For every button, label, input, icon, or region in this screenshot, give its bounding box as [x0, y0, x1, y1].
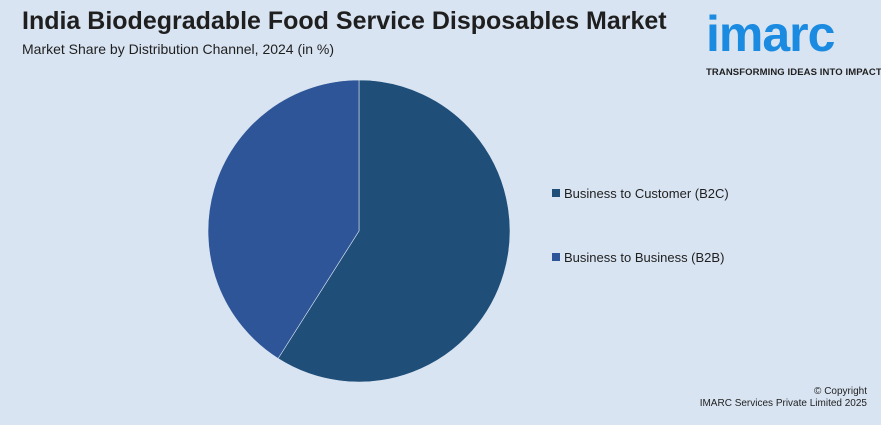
chart-legend: Business to Customer (B2C) Business to B… — [552, 185, 729, 313]
legend-label-b2c: Business to Customer (B2C) — [564, 185, 729, 201]
pie-slice-b2b — [207, 79, 360, 359]
logo-tagline: TRANSFORMING IDEAS INTO IMPACT — [706, 67, 881, 78]
chart-title: India Biodegradable Food Service Disposa… — [22, 7, 667, 35]
copyright-line-2: IMARC Services Private Limited 2025 — [699, 398, 867, 409]
legend-item-b2c: Business to Customer (B2C) — [552, 185, 729, 201]
legend-swatch-b2b — [552, 253, 560, 261]
legend-label-b2b: Business to Business (B2B) — [564, 249, 725, 265]
pie-chart — [205, 77, 513, 385]
chart-subtitle: Market Share by Distribution Channel, 20… — [22, 41, 335, 57]
pie-chart-svg — [207, 79, 511, 383]
copyright-notice: © Copyright IMARC Services Private Limit… — [700, 386, 867, 410]
copyright-line-1: © Copyright — [814, 386, 867, 397]
legend-item-b2b: Business to Business (B2B) — [552, 249, 729, 265]
pie-slice-b2c — [277, 79, 511, 383]
logo-wordmark: imarc — [706, 6, 835, 62]
legend-swatch-b2c — [552, 189, 560, 197]
imarc-logo: imarc TRANSFORMING IDEAS INTO IMPACT — [700, 4, 881, 82]
